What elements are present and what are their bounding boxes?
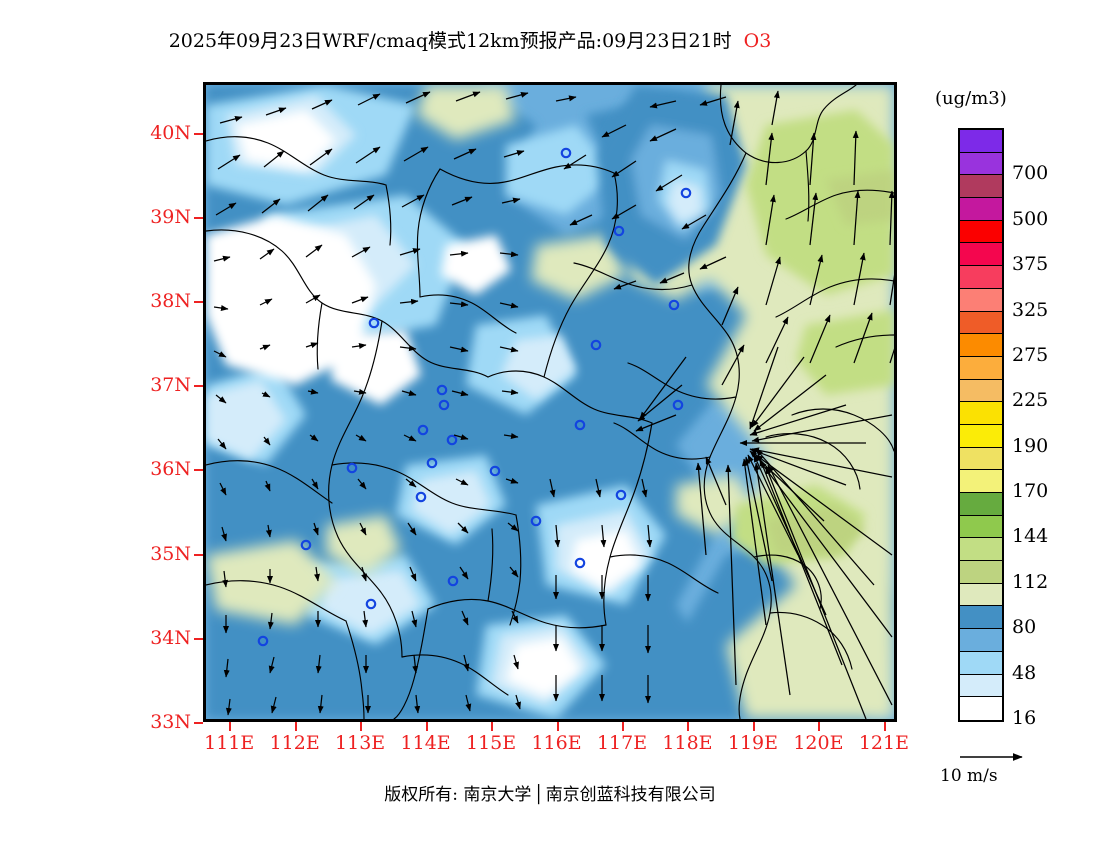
lon-tick-label-120e: 120E [793,732,844,754]
colorbar-swatch[interactable] [960,243,1002,267]
footer-right: 南京创蓝科技有限公司 [545,785,716,805]
lon-tick-116e [556,722,559,731]
lon-tick-121e [883,722,886,731]
colorbar-tick-label: 144 [1012,525,1049,548]
colorbar-tick-label: 112 [1012,570,1049,593]
lat-tick-label-38n: 38N [150,289,191,312]
page-title: 2025年09月23日WRF/cmaq模式12km预报产品:09月23日21时 O… [0,26,940,53]
colorbar-swatch[interactable] [960,447,1002,471]
lon-tick-111e [229,722,232,731]
lat-tick-35n [194,553,203,556]
colorbar-tick-label: 325 [1012,298,1049,321]
wind-scale-label: 10 m/s [940,766,998,786]
colorbar-swatch[interactable] [960,266,1002,289]
colorbar-swatch[interactable] [960,402,1002,425]
colorbar-swatch[interactable] [960,493,1002,516]
lat-tick-39n [194,216,203,219]
species-label: O3 [743,30,772,52]
lon-tick-label-115e: 115E [465,732,517,754]
colorbar-swatch[interactable] [960,130,1002,153]
colorbar-swatch[interactable] [960,220,1002,244]
colorbar-swatch[interactable] [960,288,1002,312]
lon-tick-117e [622,722,625,731]
colorbar-tick-label: 48 [1012,661,1037,684]
lon-tick-label-119e: 119E [727,732,779,754]
colorbar-swatch[interactable] [960,651,1002,675]
colorbar-swatch[interactable] [960,470,1002,493]
colorbar-swatch[interactable] [960,606,1002,630]
forecast-map[interactable] [203,82,897,722]
copyright-footer: 版权所有: 南京大学 │ 南京创蓝科技有限公司 [0,780,1100,805]
lon-tick-label-118e: 118E [662,732,713,754]
colorbar-swatch[interactable] [960,152,1002,176]
colorbar-tick-label: 170 [1012,480,1049,503]
colorbar-swatch[interactable] [960,198,1002,221]
footer-separator: │ [533,785,544,805]
colorbar-tick-label: 190 [1012,434,1049,457]
lon-tick-label-121e: 121E [858,732,909,754]
colorbar-tick-label: 700 [1012,162,1049,185]
map-contour-layer [206,85,894,719]
colorbar-swatch[interactable] [960,697,1002,720]
colorbar-swatch[interactable] [960,334,1002,357]
colorbar-swatch[interactable] [960,175,1002,199]
colorbar-swatch[interactable] [960,379,1002,403]
station-markers [257,147,692,647]
colorbar-tick-label: 16 [1012,707,1037,729]
colorbar-swatch[interactable] [960,424,1002,448]
lat-tick-label-33n: 33N [150,711,191,733]
colorbar-swatch[interactable] [960,674,1002,698]
lon-tick-115e [491,722,494,731]
wind-vectors [213,90,894,719]
lat-tick-37n [194,385,203,388]
colorbar-tick-label: 80 [1012,616,1037,639]
lon-tick-119e [752,722,755,731]
lat-tick-label-34n: 34N [150,626,191,649]
lon-tick-120e [818,722,821,731]
lat-tick-33n [194,722,203,724]
map-border [203,82,897,722]
colorbar-swatch[interactable] [960,583,1002,607]
lat-tick-label-40n: 40N [150,121,191,144]
colorbar-swatch[interactable] [960,356,1002,380]
footer-left: 版权所有: 南京大学 [384,785,532,805]
wind-scale-arrow-icon [960,753,1023,761]
lon-tick-label-116e: 116E [531,732,582,754]
lat-tick-label-37n: 37N [150,374,191,397]
colorbar-unit: (ug/m3) [935,88,1007,109]
colorbar-swatch[interactable] [960,515,1002,539]
colorbar[interactable] [958,128,1004,722]
lon-tick-label-111e: 111E [204,732,255,754]
lat-tick-label-35n: 35N [150,542,191,565]
colorbar-swatch[interactable] [960,561,1002,584]
lon-tick-label-113e: 113E [335,732,386,754]
lat-tick-label-39n: 39N [150,205,191,228]
lon-tick-label-112e: 112E [269,732,320,754]
colorbar-tick-label: 500 [1012,207,1049,230]
lon-tick-118e [687,722,690,731]
lat-tick-34n [194,637,203,640]
lat-tick-36n [194,469,203,472]
colorbar-tick-label: 275 [1012,343,1049,366]
lon-tick-113e [360,722,363,731]
map-canvas [206,85,894,719]
title-text: 2025年09月23日WRF/cmaq模式12km预报产品:09月23日21时 [168,30,732,52]
lon-tick-114e [425,722,428,731]
lon-tick-label-117e: 117E [596,732,648,754]
colorbar-swatch[interactable] [960,538,1002,562]
lat-tick-38n [194,300,203,303]
lon-tick-label-114e: 114E [400,732,451,754]
colorbar-swatch[interactable] [960,311,1002,335]
colorbar-tick-label: 225 [1012,389,1049,412]
colorbar-swatch[interactable] [960,629,1002,652]
lat-tick-label-36n: 36N [150,458,191,481]
colorbar-tick-label: 375 [1012,253,1049,276]
lat-tick-40n [194,132,203,135]
lon-tick-112e [294,722,297,731]
